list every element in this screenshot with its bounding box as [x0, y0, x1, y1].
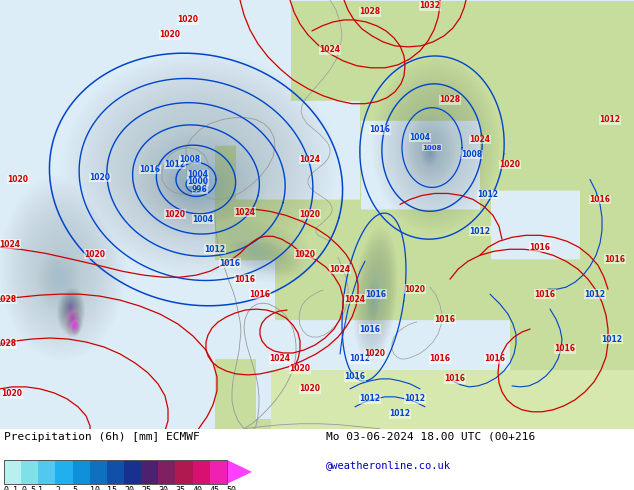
Text: 1016: 1016: [434, 315, 455, 323]
Text: 25: 25: [141, 486, 151, 490]
Text: 20: 20: [124, 486, 134, 490]
Text: 1004: 1004: [193, 215, 214, 224]
Bar: [176, 460, 193, 484]
Text: 2: 2: [55, 486, 60, 490]
Text: 1028: 1028: [0, 294, 16, 304]
Text: 1020: 1020: [295, 250, 316, 259]
Text: 1020: 1020: [8, 175, 29, 184]
Text: 1016: 1016: [250, 290, 271, 298]
Text: 1016: 1016: [359, 324, 380, 334]
Text: 1020: 1020: [1, 390, 22, 398]
Text: 1020: 1020: [164, 210, 186, 219]
Bar: [55, 460, 72, 484]
Text: 1020: 1020: [89, 173, 110, 182]
Text: 1020: 1020: [299, 384, 321, 393]
Text: 1016: 1016: [555, 344, 576, 353]
Text: 10: 10: [90, 486, 100, 490]
Text: 15: 15: [107, 486, 117, 490]
Text: 1024: 1024: [344, 294, 365, 304]
Text: 40: 40: [193, 486, 203, 490]
Text: 1016: 1016: [219, 259, 240, 268]
Bar: [90, 460, 107, 484]
Text: 1020: 1020: [404, 285, 425, 294]
Text: 1032: 1032: [420, 1, 441, 10]
Text: 1016: 1016: [534, 290, 555, 298]
Text: 1012: 1012: [470, 227, 491, 236]
Text: 1028: 1028: [0, 340, 16, 348]
Text: 1016: 1016: [235, 275, 256, 284]
Text: 45: 45: [210, 486, 220, 490]
Text: 1020: 1020: [290, 365, 311, 373]
Text: 1024: 1024: [0, 240, 20, 249]
Polygon shape: [227, 460, 252, 484]
Text: 1012: 1012: [359, 394, 380, 403]
Text: 1016: 1016: [344, 372, 365, 381]
Text: 1016: 1016: [370, 125, 391, 134]
Bar: [193, 460, 210, 484]
Text: 1020: 1020: [178, 16, 198, 24]
Text: @weatheronline.co.uk: @weatheronline.co.uk: [326, 460, 451, 470]
Text: 1020: 1020: [365, 349, 385, 359]
Bar: [21, 460, 38, 484]
Text: 1004: 1004: [188, 170, 209, 179]
Bar: [4, 460, 227, 484]
Bar: [124, 460, 141, 484]
Bar: [107, 460, 124, 484]
Text: Mo 03-06-2024 18.00 UTC (00+216: Mo 03-06-2024 18.00 UTC (00+216: [326, 432, 535, 442]
Bar: [210, 460, 227, 484]
Text: 0.1: 0.1: [4, 486, 19, 490]
Text: 1020: 1020: [84, 250, 105, 259]
Text: 1016: 1016: [590, 195, 611, 204]
Text: 1024: 1024: [470, 135, 491, 144]
Text: 1024: 1024: [269, 354, 290, 364]
Text: 1000: 1000: [188, 177, 209, 186]
Bar: [72, 460, 90, 484]
Text: 1012: 1012: [164, 160, 186, 169]
Text: 50: 50: [227, 486, 237, 490]
Text: 1012: 1012: [389, 409, 410, 418]
Text: 1004: 1004: [410, 133, 430, 142]
Bar: [158, 460, 176, 484]
Text: 1016: 1016: [529, 243, 550, 252]
Text: 1024: 1024: [330, 265, 351, 274]
Text: 1024: 1024: [235, 208, 256, 217]
Text: 1008: 1008: [179, 155, 200, 164]
Text: 1016: 1016: [429, 354, 451, 364]
Bar: [141, 460, 158, 484]
Text: 1012: 1012: [205, 245, 226, 254]
Text: 1028: 1028: [359, 7, 380, 17]
Text: 996: 996: [192, 185, 208, 194]
Text: 1016: 1016: [484, 354, 505, 364]
Text: 1016: 1016: [139, 165, 160, 174]
Text: 1012: 1012: [602, 335, 623, 343]
Text: 1012: 1012: [600, 115, 621, 124]
Text: 1020: 1020: [160, 30, 181, 39]
Text: 1012: 1012: [404, 394, 425, 403]
Text: 1008: 1008: [422, 145, 442, 150]
Bar: [4, 460, 21, 484]
Text: 1012: 1012: [349, 354, 370, 364]
Text: 1016: 1016: [444, 374, 465, 383]
Text: 1028: 1028: [439, 95, 460, 104]
Text: 1020: 1020: [500, 160, 521, 169]
Text: 1008: 1008: [462, 150, 482, 159]
Text: 1024: 1024: [299, 155, 321, 164]
Bar: [38, 460, 55, 484]
Text: 1: 1: [38, 486, 43, 490]
Text: 1012: 1012: [477, 190, 498, 199]
Text: 1016: 1016: [365, 290, 387, 298]
Text: 35: 35: [176, 486, 185, 490]
Text: 1020: 1020: [299, 210, 321, 219]
Text: 1012: 1012: [585, 290, 605, 298]
Text: 5: 5: [72, 486, 77, 490]
Text: 1024: 1024: [320, 46, 340, 54]
Text: 0.5: 0.5: [21, 486, 36, 490]
Text: 1016: 1016: [604, 255, 626, 264]
Text: Precipitation (6h) [mm] ECMWF: Precipitation (6h) [mm] ECMWF: [4, 432, 200, 442]
Text: 30: 30: [158, 486, 168, 490]
